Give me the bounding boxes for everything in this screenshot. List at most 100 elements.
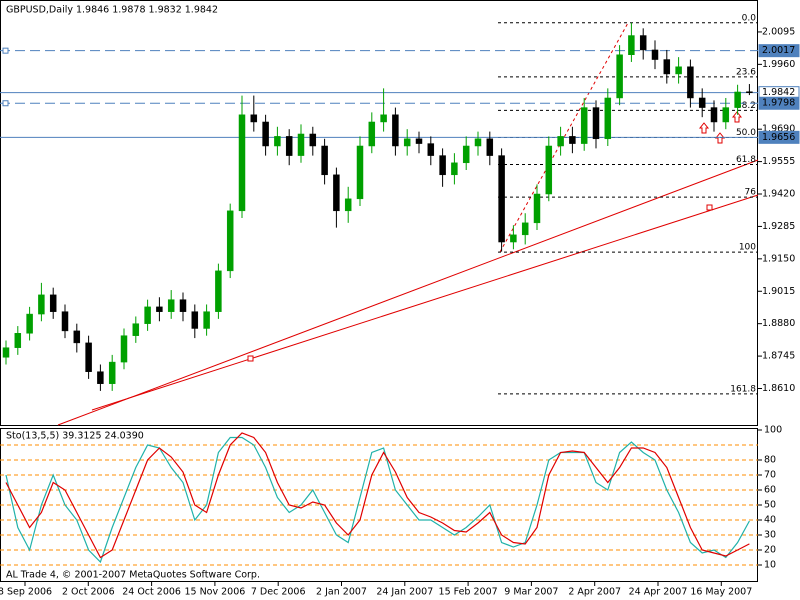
price-label-box [758,44,800,58]
candle-body [746,91,753,93]
candle-body [639,35,647,51]
trend-anchor [706,204,713,211]
candle-body [545,145,553,195]
y-tick-label: 40 [764,515,776,526]
candle-body [675,66,682,75]
candle-body [132,323,140,336]
candle-body [238,114,246,212]
fibo-label: 100 [739,243,756,253]
candle-body [415,138,423,144]
y-tick-label: 2.0095 [762,26,795,37]
y-tick-label: 30 [764,530,776,541]
candle-body [108,361,116,384]
arrow-markers [698,111,743,144]
candle-body [557,136,564,147]
y-tick-label: 70 [764,470,776,481]
candle-body [569,136,576,144]
x-tick-label: 24 Oct 2006 [122,587,181,598]
candle-body [392,114,399,147]
stoch-line [5,436,750,564]
candle-body [26,313,33,334]
trend-line [57,159,759,426]
fibo-label: 61.8 [736,155,756,165]
stoch-line [5,432,750,559]
y-tick-label: 1.9150 [762,253,795,264]
y-tick-label: 1.9015 [762,286,795,297]
candle-body [687,66,694,99]
candle-body [592,107,600,140]
candle-body [309,133,317,147]
candle-body [97,371,104,384]
candle-body [710,107,718,123]
candle-body [156,306,163,312]
fibo-label: 0.0 [742,13,757,23]
candle-body [49,294,57,312]
candle-body [144,306,151,324]
x-tick-label: 2 Apr 2007 [568,587,621,598]
y-tick-label: 80 [764,455,776,466]
trend-line [91,194,759,411]
price-header: GBPUSD,Daily 1.9846 1.9878 1.9832 1.9842 [6,5,218,16]
price-pane-frame [0,0,758,426]
candle-body [321,145,328,176]
fibo-label: 38.2 [736,101,756,111]
candle-body [604,97,612,140]
stoch-header: Sto(13,5,5) 39.3125 24.0390 [6,431,144,442]
y-tick-label: 1.9285 [762,221,795,232]
y-tick-label: 1.9420 [762,189,795,200]
candle-body [344,198,352,212]
candle-body [380,114,387,123]
candle-body [61,311,69,332]
y-tick-label: 10 [764,560,776,571]
candle-body [2,347,10,358]
price-label-box [758,96,800,110]
trend-anchor [247,355,254,362]
candle-body [651,49,659,60]
up-arrow [714,132,726,144]
x-tick-label: 24 Apr 2007 [629,587,688,598]
x-tick-label: 15 Nov 2006 [184,587,245,598]
fibo-label: 50.0 [736,128,756,138]
candle-body [226,210,234,272]
candle-body [274,136,281,147]
up-arrow [698,122,710,134]
price-label: 2.0017 [762,45,795,56]
candle-body [521,222,529,236]
candle-body [510,234,517,243]
price-label: 1.9656 [762,132,795,143]
candle-body [439,155,446,176]
line-anchor [2,100,9,107]
candle-body [262,121,269,147]
y-tick-label: 60 [764,485,776,496]
x-tick-label: 2 Oct 2006 [62,587,115,598]
y-tick-label: 50 [764,500,776,511]
y-tick-label: 1.9690 [762,124,795,135]
candle-body [403,138,411,147]
candle-body [722,107,730,123]
candle-body [628,35,635,55]
candle-body [73,330,81,344]
candle-body [451,162,458,176]
candle-body [191,311,199,329]
candle-body [734,91,741,108]
candle-body [580,107,588,144]
price-label-box [758,130,800,144]
candle-body [427,143,435,156]
fibo-diagonal [499,22,629,253]
x-tick-label: 8 Sep 2006 [0,587,52,598]
price-label: 1.9842 [762,87,795,98]
y-tick-label: 1.9960 [762,59,795,70]
candle-body [215,270,222,312]
candle-body [179,299,187,312]
footnote: AL Trade 4, © 2001-2007 MetaQuotes Softw… [6,570,260,581]
y-tick-label: 1.8610 [762,383,795,394]
candle-body [663,59,671,75]
y-tick-label: 1.8745 [762,351,795,362]
x-tick-label: 9 Mar 2007 [504,587,558,598]
candle-body [250,114,258,123]
candle-body [368,121,376,147]
y-tick-label: 20 [764,545,776,556]
y-tick-label: 1.9555 [762,156,795,167]
